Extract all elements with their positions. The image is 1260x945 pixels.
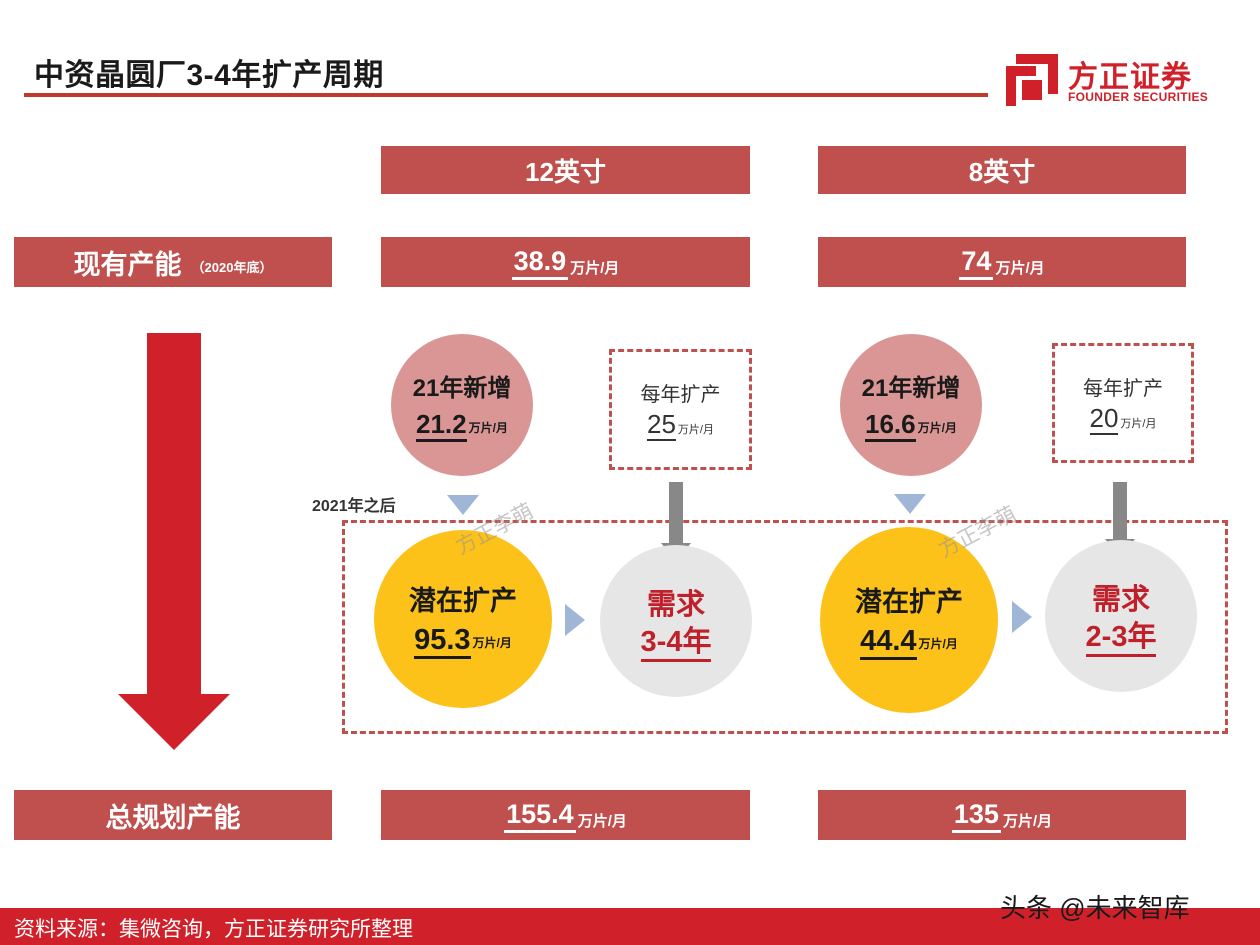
after-2021-label: 2021年之后: [312, 498, 396, 515]
annual-expansion-unit: 万片/月: [1120, 417, 1157, 430]
column-header-12inch: 12英寸: [381, 146, 750, 194]
annual-expansion-title: 每年扩产: [640, 384, 721, 406]
annual-expansion-box-12inch: 每年扩产 25 万片/月: [609, 349, 752, 470]
current-capacity-8inch: 74 万片/月: [818, 237, 1186, 287]
potential-expansion-value: 95.3: [414, 624, 471, 659]
new-2021-circle-8inch: 21年新增 16.6 万片/月: [840, 334, 982, 476]
down-triangle-icon: [447, 495, 479, 515]
current-capacity-value: 38.9: [511, 245, 569, 280]
total-capacity-unit: 万片/月: [1002, 812, 1053, 830]
founder-logo: 方正证券 FOUNDER SECURITIES: [1006, 52, 1221, 108]
big-down-arrow-shaft: [147, 333, 201, 695]
annual-expansion-box-8inch: 每年扩产 20 万片/月: [1052, 343, 1194, 463]
source-note: 资料来源：集微咨询，方正证券研究所整理: [14, 918, 413, 941]
logo-text-cn: 方正证券: [1068, 61, 1192, 94]
gray-arrow-shaft: [1113, 482, 1127, 540]
big-down-arrow-icon: [118, 694, 230, 750]
demand-years: 3-4年: [640, 625, 712, 662]
founder-logo-icon: [1006, 54, 1058, 106]
new-2021-value: 21.2: [416, 409, 467, 442]
demand-title: 需求: [1091, 583, 1150, 616]
brand-watermark: 头条 @未来智库: [1000, 893, 1190, 923]
potential-expansion-title: 潜在扩产: [409, 586, 517, 616]
total-capacity-label-box: 总规划产能: [14, 790, 332, 840]
potential-expansion-unit: 万片/月: [472, 636, 512, 650]
new-2021-unit: 万片/月: [917, 421, 957, 435]
new-2021-value: 16.6: [865, 409, 916, 442]
page-title: 中资晶圆厂3-4年扩产周期: [34, 59, 384, 92]
current-capacity-date: （2020年底）: [191, 259, 273, 275]
column-header-8inch: 8英寸: [818, 146, 1186, 194]
new-2021-circle-12inch: 21年新增 21.2 万片/月: [391, 334, 533, 476]
demand-title: 需求: [646, 588, 705, 621]
logo-text-en: FOUNDER SECURITIES: [1068, 90, 1209, 104]
annual-expansion-title: 每年扩产: [1083, 377, 1163, 400]
potential-expansion-circle-12inch: 潜在扩产 95.3 万片/月: [374, 530, 552, 708]
right-triangle-icon: [565, 604, 585, 636]
current-capacity-label: 现有产能: [73, 249, 182, 280]
total-capacity-value: 135: [951, 798, 1001, 833]
current-capacity-value: 74: [959, 245, 994, 280]
gray-arrow-shaft: [669, 482, 683, 544]
new-2021-title: 21年新增: [412, 375, 512, 402]
current-capacity-label-box: 现有产能 （2020年底）: [14, 237, 332, 287]
total-capacity-unit: 万片/月: [577, 812, 627, 830]
demand-years: 2-3年: [1085, 620, 1157, 657]
right-triangle-icon: [1012, 601, 1032, 633]
annual-expansion-unit: 万片/月: [677, 424, 714, 436]
annual-expansion-value: 25: [647, 409, 676, 441]
down-triangle-icon: [894, 494, 926, 514]
current-capacity-unit: 万片/月: [570, 259, 620, 277]
potential-expansion-circle-8inch: 潜在扩产 44.4 万片/月: [820, 527, 998, 713]
total-capacity-8inch: 135 万片/月: [818, 790, 1186, 840]
annual-expansion-value: 20: [1089, 402, 1119, 435]
total-capacity-value: 155.4: [504, 798, 576, 833]
demand-circle-12inch: 需求 3-4年: [600, 545, 752, 697]
potential-expansion-unit: 万片/月: [918, 637, 958, 651]
new-2021-title: 21年新增: [861, 375, 961, 402]
potential-expansion-title: 潜在扩产: [855, 587, 963, 617]
current-capacity-12inch: 38.9 万片/月: [381, 237, 750, 287]
new-2021-unit: 万片/月: [468, 421, 508, 435]
footer-bar: [0, 908, 1260, 945]
demand-circle-8inch: 需求 2-3年: [1045, 540, 1197, 692]
title-underline: [24, 93, 988, 97]
potential-expansion-value: 44.4: [860, 625, 917, 660]
post-2021-frame: [342, 520, 1228, 734]
total-capacity-label: 总规划产能: [105, 802, 241, 833]
current-capacity-unit: 万片/月: [995, 259, 1045, 277]
total-capacity-12inch: 155.4 万片/月: [381, 790, 750, 840]
